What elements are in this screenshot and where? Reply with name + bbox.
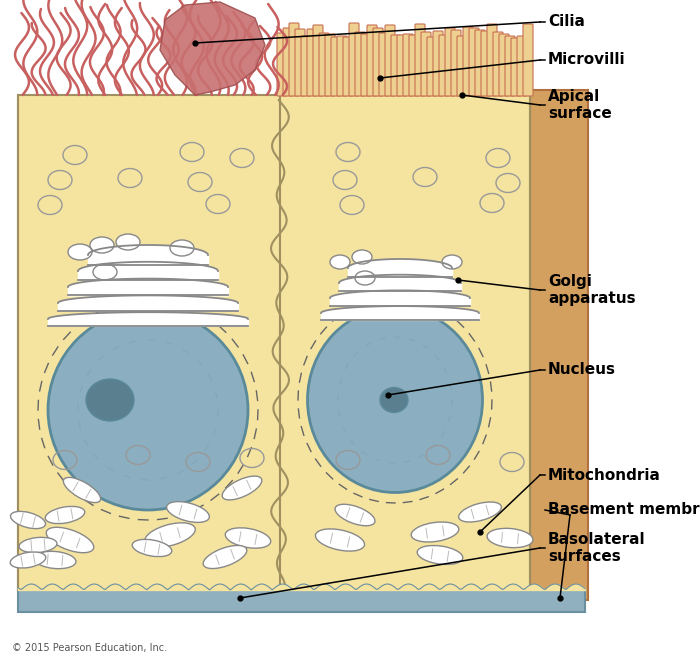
- Ellipse shape: [132, 540, 172, 557]
- Ellipse shape: [487, 528, 533, 547]
- Ellipse shape: [68, 244, 92, 260]
- FancyBboxPatch shape: [373, 28, 383, 96]
- Ellipse shape: [442, 255, 462, 269]
- Ellipse shape: [93, 264, 117, 280]
- FancyBboxPatch shape: [343, 37, 353, 96]
- FancyBboxPatch shape: [475, 30, 485, 96]
- Ellipse shape: [307, 307, 482, 492]
- Text: © 2015 Pearson Education, Inc.: © 2015 Pearson Education, Inc.: [12, 643, 167, 653]
- Ellipse shape: [411, 522, 458, 542]
- Bar: [280, 95, 530, 590]
- FancyBboxPatch shape: [397, 35, 407, 96]
- Ellipse shape: [46, 507, 85, 524]
- FancyBboxPatch shape: [313, 25, 323, 96]
- Ellipse shape: [458, 502, 501, 522]
- FancyBboxPatch shape: [499, 34, 509, 96]
- FancyBboxPatch shape: [283, 28, 293, 96]
- FancyBboxPatch shape: [409, 35, 419, 96]
- FancyBboxPatch shape: [481, 31, 491, 96]
- Ellipse shape: [48, 310, 248, 510]
- Ellipse shape: [222, 476, 262, 500]
- Ellipse shape: [170, 240, 194, 256]
- FancyBboxPatch shape: [337, 36, 347, 96]
- FancyBboxPatch shape: [367, 25, 377, 96]
- FancyBboxPatch shape: [451, 30, 461, 96]
- FancyBboxPatch shape: [445, 28, 455, 96]
- FancyBboxPatch shape: [427, 37, 437, 96]
- FancyBboxPatch shape: [289, 23, 299, 96]
- Text: Nucleus: Nucleus: [548, 363, 616, 378]
- Text: Microvilli: Microvilli: [548, 53, 626, 68]
- Text: Mitochondria: Mitochondria: [548, 467, 661, 482]
- FancyBboxPatch shape: [391, 35, 401, 96]
- Ellipse shape: [19, 538, 57, 553]
- Bar: [18, 590, 585, 612]
- Ellipse shape: [355, 271, 375, 285]
- Polygon shape: [160, 2, 265, 95]
- Text: Apical
surface: Apical surface: [548, 89, 612, 121]
- FancyBboxPatch shape: [511, 38, 521, 96]
- FancyBboxPatch shape: [319, 33, 329, 96]
- FancyBboxPatch shape: [517, 36, 527, 96]
- FancyBboxPatch shape: [349, 23, 359, 96]
- FancyBboxPatch shape: [469, 28, 479, 96]
- FancyBboxPatch shape: [295, 29, 305, 96]
- Ellipse shape: [352, 250, 372, 264]
- FancyBboxPatch shape: [523, 24, 533, 96]
- Ellipse shape: [167, 501, 209, 522]
- FancyBboxPatch shape: [505, 36, 515, 96]
- Ellipse shape: [116, 234, 140, 250]
- Text: Basement membrane: Basement membrane: [548, 503, 700, 517]
- Ellipse shape: [380, 388, 408, 413]
- FancyBboxPatch shape: [487, 24, 497, 96]
- FancyBboxPatch shape: [439, 35, 449, 96]
- Ellipse shape: [203, 545, 247, 569]
- Text: Basolateral
surfaces: Basolateral surfaces: [548, 532, 645, 564]
- Ellipse shape: [90, 237, 114, 253]
- FancyBboxPatch shape: [415, 24, 425, 96]
- Bar: [530, 90, 588, 600]
- FancyBboxPatch shape: [457, 36, 467, 96]
- Ellipse shape: [34, 551, 76, 569]
- Ellipse shape: [335, 504, 375, 526]
- Bar: [18, 95, 280, 590]
- Ellipse shape: [64, 478, 101, 503]
- Ellipse shape: [10, 511, 46, 528]
- Text: Cilia: Cilia: [548, 14, 585, 30]
- FancyBboxPatch shape: [433, 31, 443, 96]
- FancyBboxPatch shape: [361, 34, 371, 96]
- FancyBboxPatch shape: [325, 34, 335, 96]
- FancyBboxPatch shape: [379, 33, 389, 96]
- Ellipse shape: [417, 545, 463, 565]
- Ellipse shape: [316, 529, 365, 551]
- Ellipse shape: [330, 255, 350, 269]
- Ellipse shape: [225, 528, 271, 548]
- FancyBboxPatch shape: [307, 29, 317, 96]
- Ellipse shape: [10, 552, 46, 568]
- FancyBboxPatch shape: [385, 25, 395, 96]
- FancyBboxPatch shape: [331, 37, 341, 96]
- FancyBboxPatch shape: [301, 36, 311, 96]
- Text: Golgi
apparatus: Golgi apparatus: [548, 274, 636, 306]
- FancyBboxPatch shape: [493, 32, 503, 96]
- Ellipse shape: [145, 523, 195, 547]
- Ellipse shape: [86, 379, 134, 421]
- FancyBboxPatch shape: [463, 27, 473, 96]
- FancyBboxPatch shape: [355, 32, 365, 96]
- FancyBboxPatch shape: [403, 34, 413, 96]
- FancyBboxPatch shape: [277, 33, 287, 96]
- FancyBboxPatch shape: [421, 32, 431, 96]
- Ellipse shape: [46, 527, 94, 553]
